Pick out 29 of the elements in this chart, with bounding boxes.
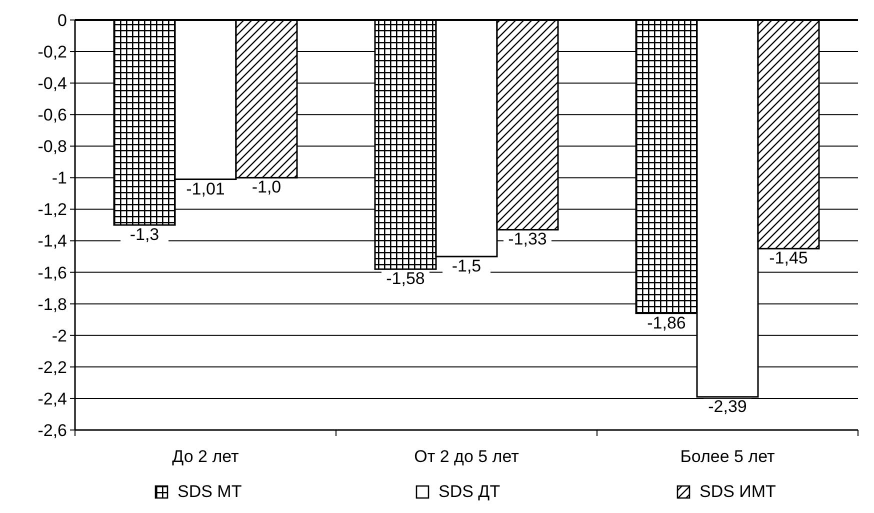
y-tick-label: -1,6 <box>38 263 67 282</box>
y-tick-label: -1 <box>52 168 67 188</box>
data-label: -1,5 <box>452 256 482 276</box>
y-tick-label: -2,4 <box>38 389 67 408</box>
data-label: -1,45 <box>769 248 808 268</box>
y-tick-label: 0 <box>58 10 67 30</box>
legend-label: SDS МТ <box>178 482 242 501</box>
data-label: -1,01 <box>186 179 225 198</box>
x-tick-label: Более 5 лет <box>680 447 775 466</box>
y-tick-label: -0,4 <box>38 74 67 94</box>
y-tick-label: -1,8 <box>38 294 67 314</box>
data-label: -2,39 <box>708 396 747 416</box>
y-tick-label: -2,2 <box>38 358 67 377</box>
y-tick-label: -2 <box>52 326 67 346</box>
data-label: -1,33 <box>508 230 547 249</box>
x-tick-label: До 2 лет <box>172 447 240 466</box>
y-tick-label: -0,6 <box>38 106 67 125</box>
data-label: -1,3 <box>130 225 160 244</box>
legend-label: SDS ИМТ <box>700 482 776 501</box>
y-tick-label: -1,4 <box>38 232 67 251</box>
y-tick-label: -0,8 <box>38 137 67 156</box>
y-tick-label: -2,6 <box>38 420 67 440</box>
data-label: -1,0 <box>252 178 282 197</box>
y-tick-label: -0,2 <box>38 42 67 62</box>
data-label: -1,86 <box>647 313 686 332</box>
data-label: -1,58 <box>386 269 425 288</box>
x-tick-label: От 2 до 5 лет <box>414 447 520 466</box>
y-tick-label: -1,2 <box>38 200 67 220</box>
legend-label: SDS ДТ <box>438 482 500 501</box>
